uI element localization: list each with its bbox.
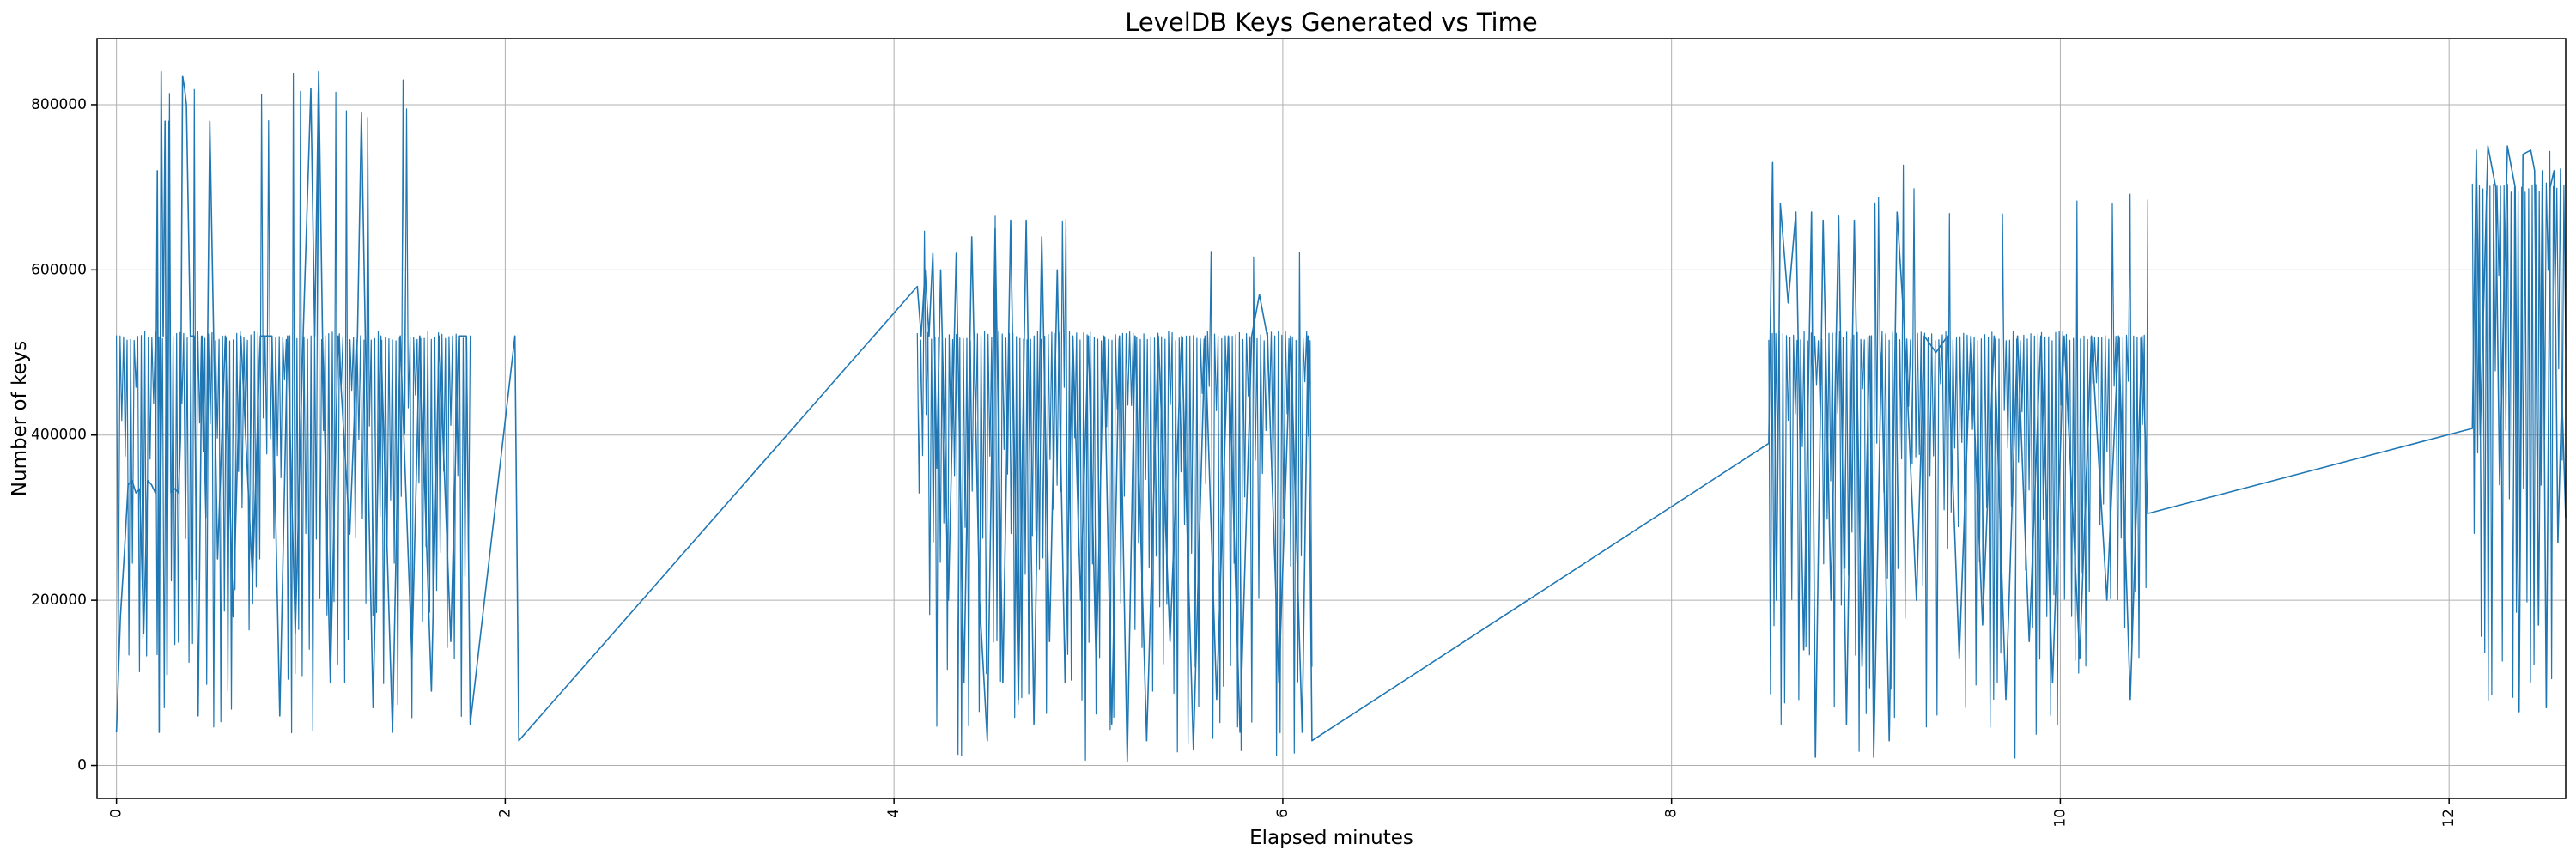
series-burst [116,72,471,734]
x-tick-label: 8 [1663,809,1680,818]
y-tick-label: 400000 [31,427,87,444]
series-burst [916,216,1313,761]
ticks: 0 2 4 6 8 10 12 0 200000 400000 600000 800000 [31,96,2458,828]
x-tick-label: 10 [2051,809,2069,828]
gridlines [97,39,2566,798]
y-tick-label: 800000 [31,96,87,113]
series-burst [2471,150,2567,701]
y-tick-label: 0 [77,757,87,774]
x-tick-label: 0 [108,809,125,818]
series-layer [115,70,2567,762]
plot-frame [96,38,2567,799]
y-tick-label: 200000 [31,592,87,609]
y-axis-title: Number of keys [9,341,31,496]
series-line [115,70,2567,762]
series-burst [1768,164,2148,759]
chart-title: LevelDB Keys Generated vs Time [1125,8,1537,37]
y-tick-label: 600000 [31,261,87,278]
x-tick-label: 2 [496,809,513,818]
x-axis-title: Elapsed minutes [1249,827,1413,849]
x-tick-label: 6 [1274,809,1291,818]
x-tick-label: 12 [2440,809,2458,828]
x-tick-label: 4 [885,809,902,818]
